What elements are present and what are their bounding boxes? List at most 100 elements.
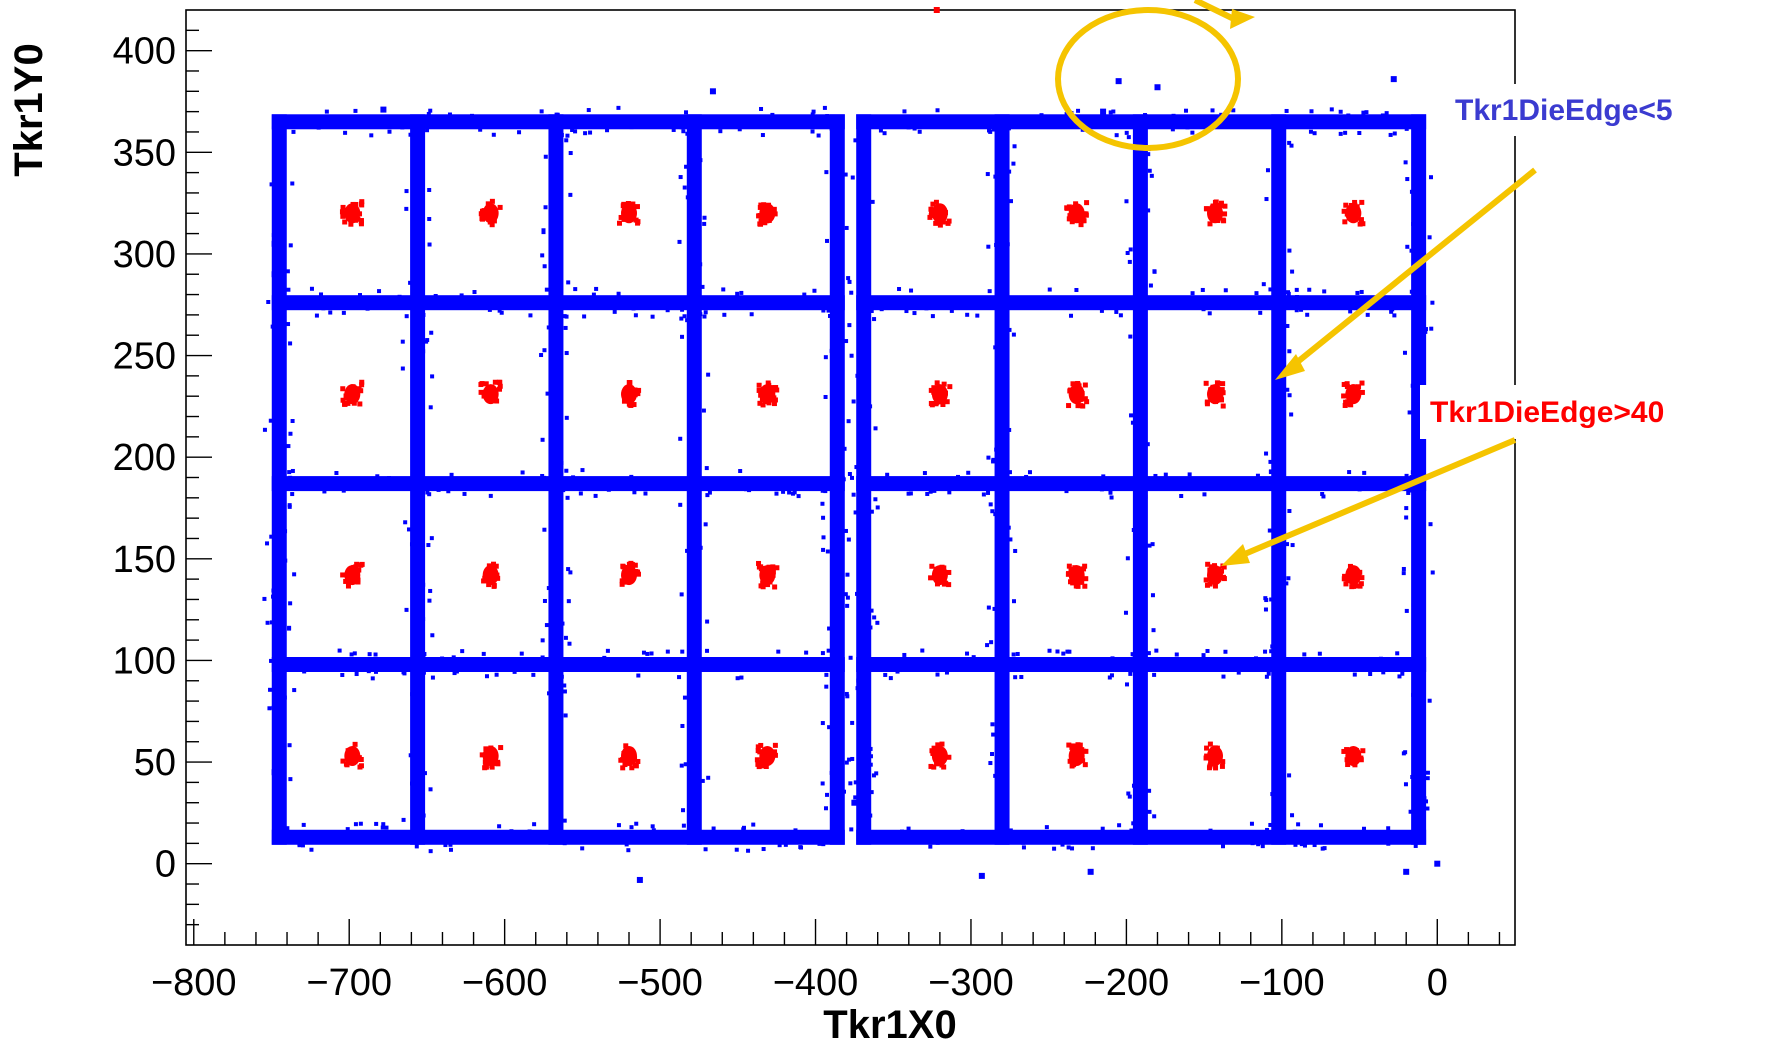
- edge-point: [688, 806, 693, 811]
- edge-point: [430, 633, 435, 638]
- edge-point: [1430, 300, 1435, 305]
- edge-point: [433, 293, 438, 298]
- center-point: [618, 214, 624, 220]
- edge-point: [826, 648, 831, 653]
- center-point: [757, 221, 763, 227]
- edge-point: [862, 198, 867, 203]
- edge-point: [277, 389, 282, 394]
- edge-point: [999, 728, 1004, 733]
- center-point: [351, 564, 357, 570]
- center-point: [486, 572, 492, 578]
- center-point: [1066, 403, 1072, 409]
- edge-point: [420, 128, 425, 133]
- edge-point: [287, 470, 292, 475]
- edge-point: [1109, 495, 1114, 500]
- edge-point: [573, 287, 578, 292]
- edge-point: [1305, 312, 1310, 317]
- annotation-center-label: Tkr1DieEdge>40: [1430, 396, 1664, 429]
- center-point: [1215, 218, 1221, 224]
- edge-point: [540, 473, 545, 478]
- edge-point: [447, 112, 452, 117]
- center-point: [1213, 765, 1219, 771]
- edge-point: [550, 492, 555, 497]
- edge-point: [1337, 119, 1342, 124]
- edge-point: [416, 640, 421, 645]
- center-point: [1341, 748, 1347, 754]
- center-point: [1203, 380, 1209, 386]
- center-point: [340, 213, 346, 219]
- edge-point: [1309, 109, 1314, 114]
- edge-point: [990, 752, 995, 757]
- center-point: [1219, 763, 1225, 769]
- edge-point: [1006, 525, 1011, 530]
- edge-point: [677, 239, 682, 244]
- center-point: [760, 213, 766, 219]
- center-point: [635, 569, 641, 575]
- center-point: [1204, 745, 1210, 751]
- edge-point: [353, 667, 358, 672]
- center-point: [635, 219, 641, 225]
- edge-point: [1147, 168, 1152, 173]
- edge-point: [1061, 118, 1066, 123]
- edge-point: [455, 305, 460, 310]
- edge-point: [1405, 244, 1410, 249]
- edge-point: [562, 689, 567, 694]
- edge-point: [1124, 199, 1129, 204]
- edge-point: [735, 676, 740, 681]
- edge-point: [991, 732, 996, 737]
- edge-point: [897, 287, 902, 292]
- center-point: [628, 560, 634, 566]
- edge-point: [290, 419, 295, 424]
- edge-point: [700, 778, 705, 783]
- center-point: [1068, 216, 1074, 222]
- edge-point: [847, 323, 852, 328]
- edge-point: [871, 773, 876, 778]
- edge-point: [868, 404, 873, 409]
- edge-point: [1380, 113, 1385, 118]
- edge-point: [759, 106, 764, 111]
- edge-point: [1296, 822, 1301, 827]
- edge-point: [985, 643, 990, 648]
- edge-point: [433, 479, 438, 484]
- edge-point: [290, 492, 295, 497]
- edge-point: [1266, 483, 1271, 488]
- center-point: [930, 201, 936, 207]
- edge-point: [552, 781, 557, 786]
- edge-point: [384, 825, 389, 830]
- edge-point: [1159, 832, 1164, 837]
- center-point: [1216, 210, 1222, 216]
- center-point: [492, 379, 498, 385]
- center-point: [757, 213, 763, 219]
- edge-point: [921, 477, 926, 482]
- edge-point: [859, 552, 864, 557]
- center-point: [1210, 750, 1216, 756]
- edge-point: [1111, 109, 1116, 114]
- center-point: [772, 397, 778, 403]
- edge-point: [680, 334, 685, 339]
- edge-point: [629, 659, 634, 664]
- center-point: [1203, 755, 1209, 761]
- center-point: [479, 752, 485, 758]
- edge-point: [463, 481, 468, 486]
- center-point: [1354, 204, 1360, 210]
- center-point: [1348, 575, 1354, 581]
- center-cluster: [478, 379, 503, 405]
- edge-point: [645, 651, 650, 656]
- edge-point: [971, 655, 976, 660]
- center-point: [480, 212, 486, 218]
- edge-point: [494, 672, 499, 677]
- edge-point: [451, 655, 456, 660]
- center-point: [481, 578, 487, 584]
- edge-point: [1021, 840, 1026, 845]
- edge-point: [1064, 112, 1069, 117]
- center-point: [489, 764, 495, 770]
- center-point: [1215, 756, 1221, 762]
- edge-point: [826, 831, 831, 836]
- edge-point: [1250, 841, 1255, 846]
- center-point: [756, 387, 762, 393]
- edge-point: [802, 120, 807, 125]
- edge-point: [689, 605, 694, 610]
- center-point: [934, 761, 940, 767]
- edge-point: [519, 837, 524, 842]
- edge-point: [1128, 334, 1133, 339]
